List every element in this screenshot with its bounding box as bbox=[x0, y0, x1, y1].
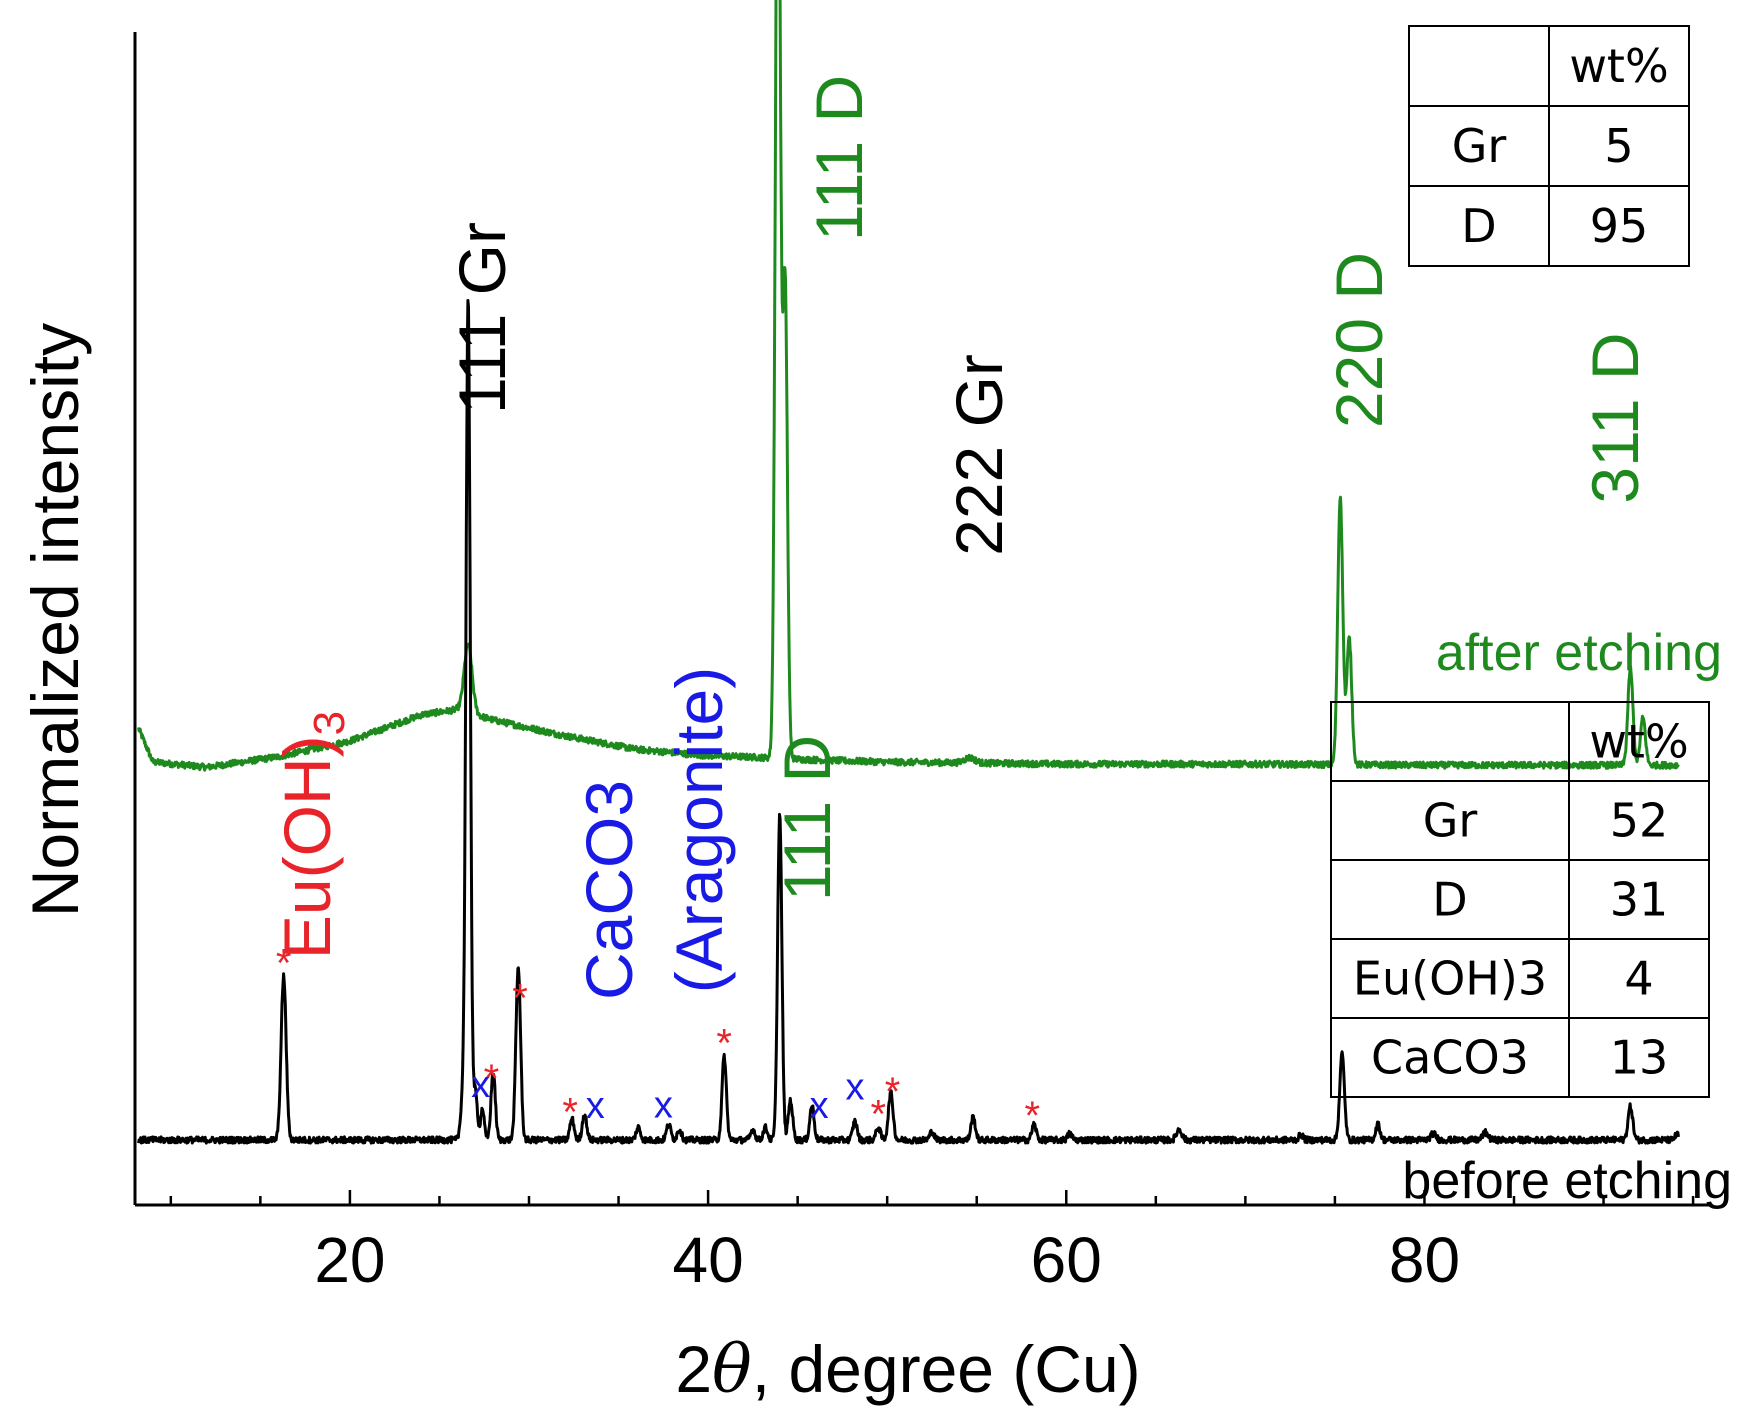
eu-label-text: Eu(OH) bbox=[270, 735, 344, 959]
marker-star-6: * bbox=[885, 1070, 901, 1114]
wt-table-before-etching: wt% Gr 52 D 31 Eu(OH)3 4 CaCO3 13 bbox=[1330, 701, 1710, 1098]
phase-markers: ********xx x x x bbox=[276, 941, 1040, 1138]
axes: 20 40 60 80 bbox=[133, 32, 1710, 1296]
series-label-before: before etching bbox=[1402, 1152, 1732, 1210]
x-tick-label-40: 40 bbox=[672, 1224, 743, 1296]
table-before-cell-3-0: Eu(OH)3 bbox=[1353, 952, 1547, 1006]
x-tick-label-80: 80 bbox=[1389, 1224, 1460, 1296]
x-axis-title-prefix: 2 bbox=[675, 1332, 712, 1406]
x-axis-title: 2θ, degree (Cu) bbox=[675, 1331, 1140, 1408]
marker-x-4: x bbox=[845, 1066, 864, 1108]
x-ticks: 20 40 60 80 bbox=[169, 1190, 1695, 1296]
marker-star-4: * bbox=[716, 1021, 732, 1065]
x-axis-title-theta: θ bbox=[712, 1331, 752, 1408]
marker-x-0: x bbox=[471, 1064, 490, 1106]
marker-star-5: * bbox=[870, 1093, 886, 1137]
table-after-cell-0-1: wt% bbox=[1569, 39, 1668, 93]
table-before-cell-1-1: 52 bbox=[1610, 794, 1669, 848]
x-tick-label-60: 60 bbox=[1031, 1224, 1102, 1296]
table-before-cell-2-1: 31 bbox=[1610, 873, 1669, 927]
marker-x-3: x bbox=[810, 1085, 829, 1127]
marker-star-7: * bbox=[1024, 1094, 1040, 1138]
table-after-cell-2-1: 95 bbox=[1590, 199, 1649, 253]
table-before-cell-1-0: Gr bbox=[1423, 794, 1478, 848]
eu-label-subscript: 3 bbox=[305, 711, 354, 735]
series-after-etching-line bbox=[137, 0, 1680, 772]
marker-star-1: * bbox=[484, 1057, 500, 1101]
peak-label-220-d: 220 D bbox=[1322, 252, 1396, 428]
marker-star-0: * bbox=[276, 941, 292, 985]
table-before-border bbox=[1330, 701, 1710, 1098]
table-before-cell-4-0: CaCO3 bbox=[1371, 1031, 1529, 1085]
wt-table-after-etching: wt% Gr 5 D 95 bbox=[1408, 25, 1690, 267]
table-after-cell-1-1: 5 bbox=[1604, 119, 1633, 173]
peak-label-111-d-after: 111 D bbox=[802, 75, 876, 241]
table-before-cell-0-1: wt% bbox=[1589, 715, 1688, 769]
marker-x-1: x bbox=[586, 1085, 605, 1127]
table-after-cell-1-0: Gr bbox=[1452, 119, 1507, 173]
series-label-after: after etching bbox=[1436, 624, 1722, 682]
peak-label-311-d: 311 D bbox=[1578, 332, 1652, 503]
x-axis-title-suffix: , degree (Cu) bbox=[752, 1332, 1141, 1406]
peak-label-111-d-before: 111 D bbox=[770, 735, 844, 901]
peak-label-eu-oh3: Eu(OH)3 bbox=[270, 711, 354, 959]
peak-label-aragonite: (Aragonite) bbox=[662, 667, 736, 994]
marker-x-2: x bbox=[654, 1085, 673, 1127]
peak-label-222-gr: 222 Gr bbox=[942, 354, 1016, 556]
table-before-cell-2-0: D bbox=[1432, 873, 1467, 927]
marker-star-3: * bbox=[562, 1090, 578, 1134]
marker-star-2: * bbox=[512, 976, 528, 1020]
y-axis-title: Normalized intensity bbox=[18, 323, 92, 917]
table-before-cell-4-1: 13 bbox=[1610, 1031, 1669, 1085]
peak-label-caco3: CaCO3 bbox=[572, 780, 646, 1000]
series-before-etching-line bbox=[137, 299, 1680, 1145]
x-tick-label-20: 20 bbox=[314, 1224, 385, 1296]
table-before-cell-3-1: 4 bbox=[1624, 952, 1653, 1006]
peak-label-111-gr: 111 Gr bbox=[445, 222, 519, 414]
table-after-cell-2-0: D bbox=[1461, 199, 1496, 253]
